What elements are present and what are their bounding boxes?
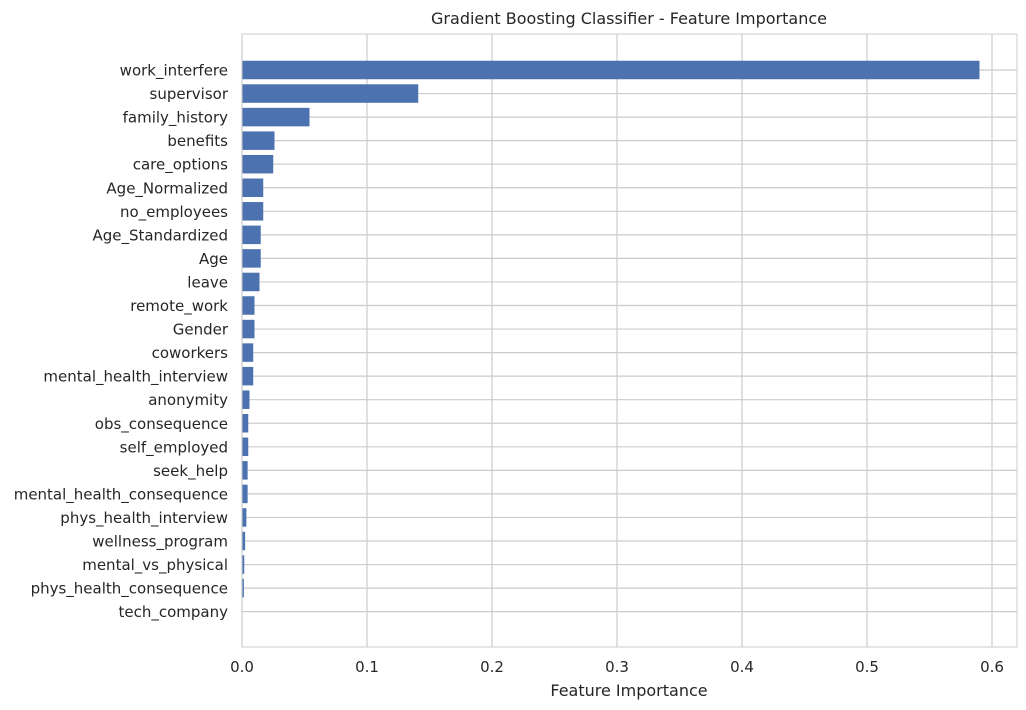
y-tick-label: family_history	[123, 109, 229, 128]
x-tick-label: 0.3	[605, 658, 629, 676]
y-tick-label: mental_health_interview	[43, 368, 228, 387]
bar-supervisor	[242, 84, 419, 103]
y-tick-label: anonymity	[148, 391, 228, 409]
chart-title: Gradient Boosting Classifier - Feature I…	[431, 9, 827, 28]
x-tick-label: 0.4	[730, 658, 754, 676]
bar-phys_health_interview	[242, 508, 247, 527]
bar-obs_consequence	[242, 414, 249, 433]
bar-seek_help	[242, 461, 248, 480]
bar-self_employed	[242, 437, 249, 457]
bar-leave	[242, 272, 260, 292]
x-tick-label: 0.0	[230, 658, 254, 676]
bar-Gender	[242, 319, 255, 339]
bar-benefits	[242, 131, 275, 150]
bar-wellness_program	[242, 531, 246, 551]
x-axis-label: Feature Importance	[550, 681, 707, 700]
grid-lines	[241, 34, 1017, 647]
y-tick-label: remote_work	[130, 297, 228, 316]
y-tick-label: obs_consequence	[95, 415, 228, 434]
bar-coworkers	[242, 343, 254, 362]
y-tick-label: mental_health_consequence	[14, 485, 228, 504]
y-tick-labels: work_interfere supervisor family_historybe…	[14, 62, 229, 623]
y-tick-label: Gender	[173, 321, 229, 339]
bar-remote_work	[242, 296, 255, 315]
x-tick-label: 0.1	[355, 658, 379, 676]
y-tick-label: leave	[187, 273, 228, 291]
y-tick-label: phys_health_consequence	[31, 580, 228, 599]
y-tick-label: seek_help	[153, 462, 228, 481]
x-tick-label: 0.5	[855, 658, 879, 676]
bars	[242, 60, 980, 598]
y-tick-label: care_options	[133, 156, 228, 175]
y-tick-label: mental_vs_physical	[82, 556, 228, 575]
bar-mental_health_interview	[242, 366, 254, 386]
x-tick-labels: 0.0 0.1 0.2 0.3 0.4 0.5 0.6	[230, 658, 1004, 676]
y-tick-label: benefits	[167, 132, 228, 150]
y-tick-label: work_interfere	[120, 62, 228, 81]
bar-family_history	[242, 107, 310, 127]
bar-mental_health_consequence	[242, 484, 248, 504]
bar-work_interfere	[242, 60, 980, 80]
y-tick-label: tech_company	[119, 603, 229, 622]
bar-Age_Standardized	[242, 225, 261, 245]
y-tick-label: Age_Normalized	[106, 179, 228, 198]
y-tick-label: wellness_program	[92, 533, 228, 552]
y-tick-label: supervisor	[150, 85, 229, 103]
bar-no_employees	[242, 202, 264, 221]
bar-mental_vs_physical	[242, 555, 245, 574]
bar-anonymity	[242, 390, 250, 409]
bar-Age	[242, 249, 261, 268]
y-tick-label: phys_health_interview	[60, 509, 228, 528]
bar-Age_Normalized	[242, 178, 264, 197]
bar-phys_health_consequence	[242, 578, 244, 598]
y-tick-label: Age_Standardized	[92, 226, 228, 245]
y-tick-label: no_employees	[120, 203, 228, 222]
plot-frame	[241, 33, 1018, 648]
bar-care_options	[242, 154, 274, 174]
y-tick-label: Age	[199, 250, 228, 268]
x-tick-label: 0.2	[480, 658, 504, 676]
y-tick-label: coworkers	[152, 344, 229, 362]
y-tick-label: self_employed	[120, 438, 228, 457]
x-tick-label: 0.6	[980, 658, 1004, 676]
